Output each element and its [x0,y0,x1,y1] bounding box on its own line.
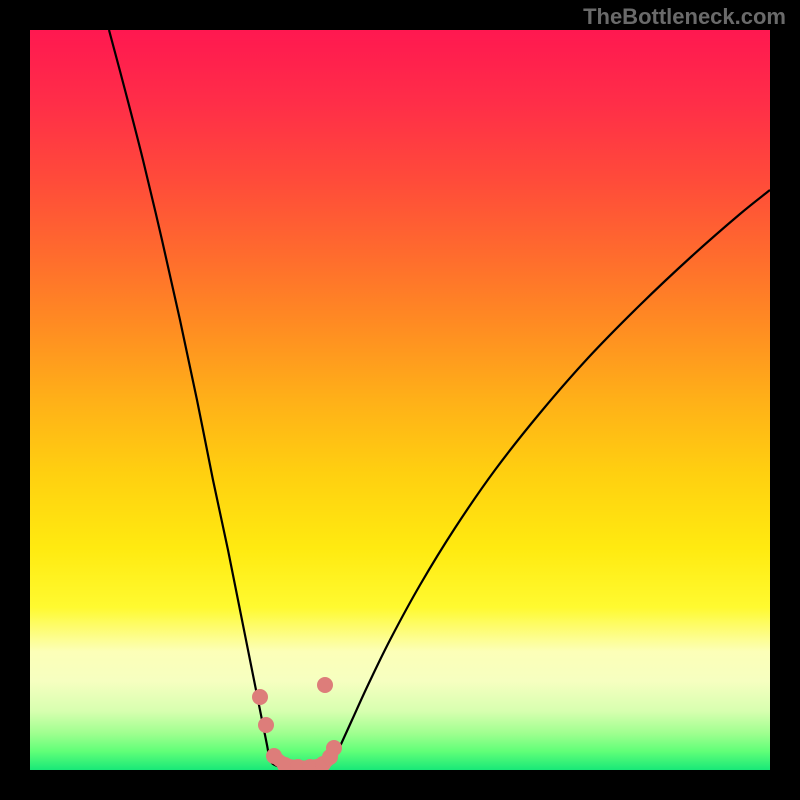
plot-area [30,30,770,770]
data-marker [326,740,342,756]
data-marker [317,677,333,693]
data-markers [30,30,770,770]
watermark-text: TheBottleneck.com [583,4,786,30]
data-marker [258,717,274,733]
data-marker [252,689,268,705]
